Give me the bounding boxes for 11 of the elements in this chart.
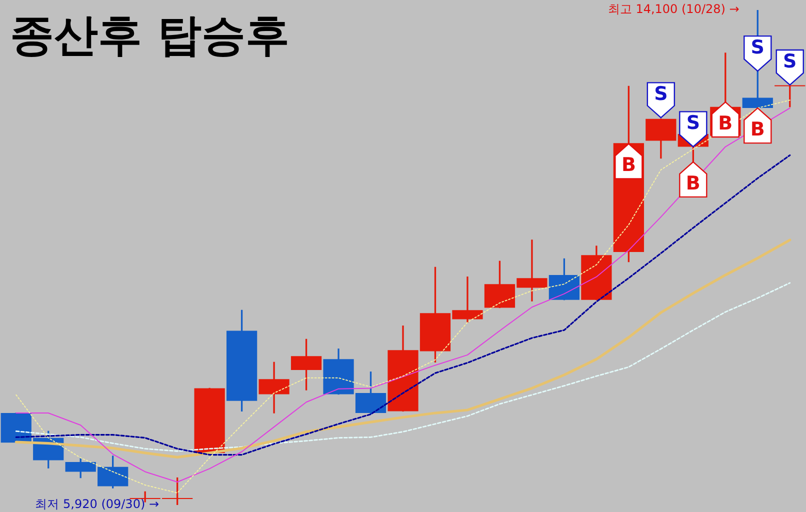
chart-title: 종산후 탑승후	[10, 10, 290, 62]
text: B	[621, 154, 636, 176]
text: 최저 5,920 (09/30) →	[35, 497, 160, 512]
text: B	[686, 172, 700, 194]
series-label: S	[783, 50, 797, 72]
text: S	[686, 112, 700, 134]
text: B	[718, 112, 733, 134]
text: S	[654, 83, 668, 106]
text: S	[750, 36, 764, 59]
series-label: B	[750, 118, 765, 141]
text: 최고 14,100 (10/28) →	[608, 2, 740, 16]
